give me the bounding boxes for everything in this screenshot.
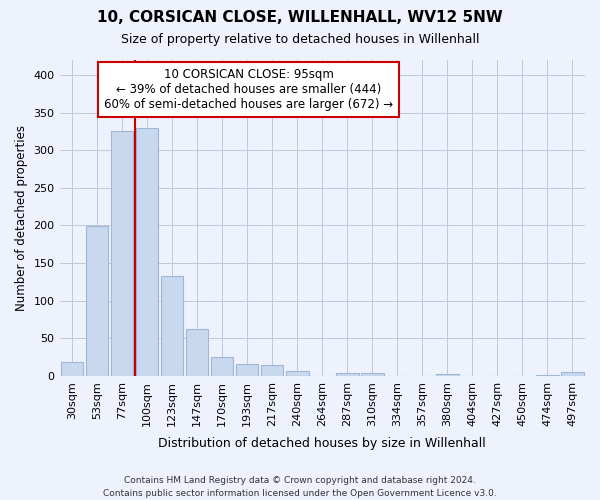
Bar bbox=[286, 370, 308, 376]
X-axis label: Distribution of detached houses by size in Willenhall: Distribution of detached houses by size … bbox=[158, 437, 486, 450]
Bar bbox=[261, 364, 283, 376]
Text: Size of property relative to detached houses in Willenhall: Size of property relative to detached ho… bbox=[121, 32, 479, 46]
Y-axis label: Number of detached properties: Number of detached properties bbox=[15, 125, 28, 311]
Bar bbox=[186, 330, 208, 376]
Bar bbox=[161, 276, 184, 376]
Bar bbox=[86, 226, 109, 376]
Bar bbox=[536, 375, 559, 376]
Bar bbox=[211, 357, 233, 376]
Bar bbox=[336, 373, 359, 376]
Bar bbox=[61, 362, 83, 376]
Text: 10 CORSICAN CLOSE: 95sqm
← 39% of detached houses are smaller (444)
60% of semi-: 10 CORSICAN CLOSE: 95sqm ← 39% of detach… bbox=[104, 68, 393, 111]
Text: Contains HM Land Registry data © Crown copyright and database right 2024.
Contai: Contains HM Land Registry data © Crown c… bbox=[103, 476, 497, 498]
Bar bbox=[361, 373, 383, 376]
Text: 10, CORSICAN CLOSE, WILLENHALL, WV12 5NW: 10, CORSICAN CLOSE, WILLENHALL, WV12 5NW bbox=[97, 10, 503, 25]
Bar bbox=[561, 372, 584, 376]
Bar bbox=[436, 374, 458, 376]
Bar bbox=[111, 132, 133, 376]
Bar bbox=[136, 128, 158, 376]
Bar bbox=[236, 364, 259, 376]
